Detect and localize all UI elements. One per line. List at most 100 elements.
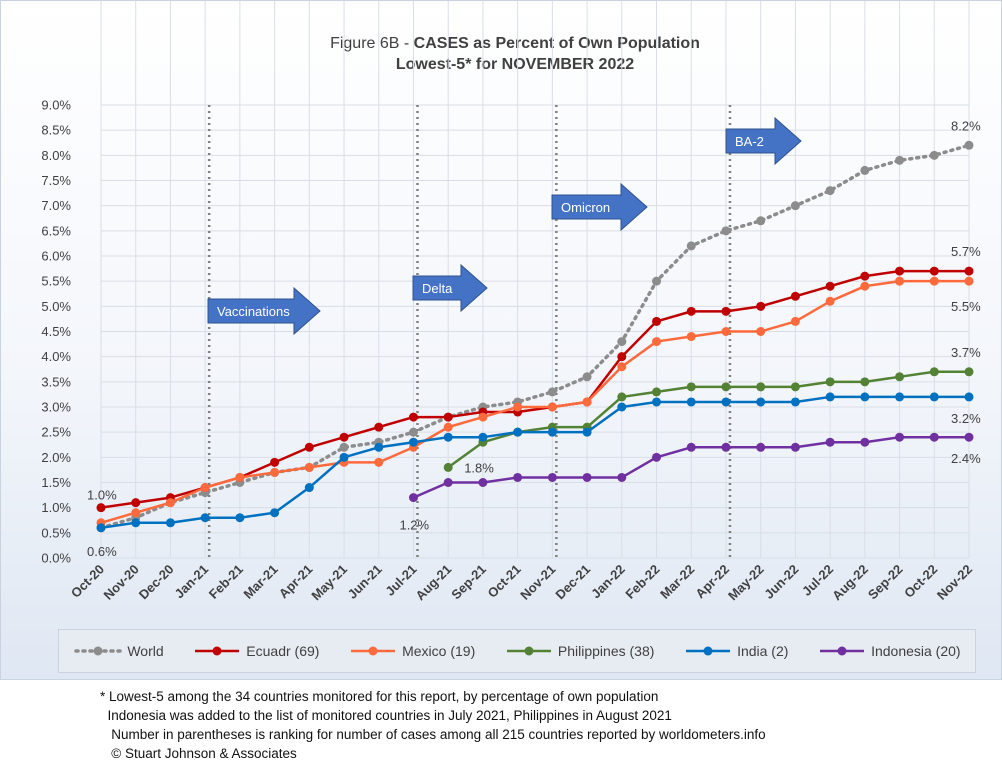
series-point bbox=[964, 266, 974, 276]
series-point bbox=[860, 392, 870, 402]
series-point bbox=[513, 427, 523, 437]
series-point bbox=[443, 478, 453, 487]
series-point bbox=[408, 437, 418, 447]
series-point bbox=[652, 397, 662, 407]
series-point bbox=[686, 442, 696, 452]
series-point bbox=[408, 412, 418, 422]
data-label: 2.4% bbox=[951, 451, 981, 466]
series-point bbox=[547, 402, 557, 412]
series-point bbox=[860, 437, 870, 447]
series-point bbox=[686, 397, 696, 407]
series-point bbox=[339, 442, 349, 452]
grid bbox=[100, 1, 970, 559]
data-label: 8.2% bbox=[951, 118, 981, 133]
legend-label: Ecuadr (69) bbox=[246, 643, 320, 659]
annotation-arrow bbox=[412, 263, 488, 313]
series-point bbox=[860, 377, 870, 387]
series-point bbox=[652, 452, 662, 462]
series bbox=[96, 140, 974, 533]
series-point bbox=[478, 432, 488, 442]
series-point bbox=[964, 367, 974, 377]
x-tick-label: Jan-21 bbox=[172, 562, 212, 602]
series-point bbox=[617, 402, 627, 412]
legend-item: Mexico (19) bbox=[348, 643, 475, 659]
y-tick-label: 6.5% bbox=[41, 223, 71, 238]
annotation-label: Delta bbox=[422, 281, 453, 296]
series-point bbox=[929, 367, 939, 377]
series-point bbox=[756, 397, 766, 407]
series-line bbox=[100, 279, 969, 524]
series-point bbox=[825, 392, 835, 402]
legend-label: India (2) bbox=[737, 643, 789, 659]
series-point bbox=[964, 140, 974, 150]
x-tick-label: Jun-21 bbox=[345, 562, 385, 602]
y-tick-label: 1.5% bbox=[41, 475, 71, 490]
y-tick-label: 4.5% bbox=[41, 324, 71, 339]
series-point bbox=[895, 155, 905, 165]
series-point bbox=[652, 316, 662, 326]
data-labels: 1.0% 0.6% 1.2% 1.8% 8.2% 5.7% 5.5% 3.7% 3.2% 2.4% bbox=[87, 118, 981, 559]
x-tick-label: Mar-21 bbox=[240, 562, 280, 602]
series-point bbox=[790, 397, 800, 407]
series-point bbox=[964, 276, 974, 286]
x-tick-label: May-22 bbox=[725, 562, 767, 604]
series-point bbox=[652, 387, 662, 397]
series-point bbox=[929, 432, 939, 442]
series-point bbox=[964, 432, 974, 442]
series-point bbox=[235, 472, 245, 482]
y-tick-label: 5.5% bbox=[41, 274, 71, 289]
series-point bbox=[617, 352, 627, 362]
y-tick-label: 8.0% bbox=[41, 148, 71, 163]
series-point bbox=[443, 422, 453, 432]
series-point bbox=[686, 332, 696, 342]
footnote-line: © Stuart Johnson & Associates bbox=[100, 746, 297, 761]
series-point bbox=[304, 442, 314, 452]
y-tick-label: 8.5% bbox=[41, 123, 71, 138]
chart-title: Figure 6B - CASES as Percent of Own Popu… bbox=[330, 35, 700, 52]
legend-swatch bbox=[506, 646, 551, 656]
series-point bbox=[304, 462, 314, 472]
footnotes: * Lowest-5 among the 34 countries monito… bbox=[100, 687, 766, 763]
series-point bbox=[443, 462, 453, 472]
legend-swatch bbox=[195, 646, 240, 656]
series-point bbox=[339, 452, 349, 462]
legend-label: World bbox=[127, 643, 164, 659]
series-point bbox=[582, 427, 592, 437]
series-point bbox=[235, 513, 245, 523]
series-point bbox=[895, 266, 905, 276]
series-line bbox=[99, 143, 971, 530]
legend-swatch bbox=[74, 646, 123, 656]
legend-label: Philippines (38) bbox=[557, 643, 655, 659]
series-point bbox=[756, 442, 766, 452]
legend-item: Philippines (38) bbox=[504, 643, 655, 659]
series-point bbox=[617, 337, 627, 347]
y-tick-label: 7.0% bbox=[41, 198, 71, 213]
chart-subtitle: Lowest-5* for NOVEMBER 2022 bbox=[396, 56, 634, 73]
x-tick-label: Aug-21 bbox=[413, 562, 455, 604]
series-ecuadr bbox=[96, 266, 974, 513]
series-point bbox=[617, 392, 627, 402]
series-point bbox=[408, 427, 418, 437]
series-point bbox=[478, 478, 488, 487]
series-point bbox=[721, 306, 731, 316]
series-point bbox=[825, 296, 835, 306]
series-point bbox=[790, 382, 800, 392]
series-point bbox=[895, 392, 905, 402]
series-point bbox=[374, 422, 384, 432]
series-point bbox=[686, 382, 696, 392]
y-tick-label: 1.0% bbox=[41, 500, 71, 515]
series-point bbox=[270, 467, 280, 477]
series-point bbox=[131, 498, 141, 508]
series-philippines bbox=[443, 367, 974, 472]
series-point bbox=[617, 472, 627, 482]
data-label: 3.2% bbox=[951, 411, 981, 426]
series-point bbox=[895, 276, 905, 286]
series-point bbox=[929, 266, 939, 276]
series-point bbox=[790, 201, 800, 211]
series-world bbox=[96, 140, 974, 533]
series-point bbox=[131, 518, 141, 528]
x-tick-label: Nov-22 bbox=[934, 562, 975, 603]
y-tick-label: 0.0% bbox=[41, 551, 71, 566]
x-tick-label: Feb-22 bbox=[622, 562, 662, 602]
legend-item: India (2) bbox=[683, 643, 788, 659]
